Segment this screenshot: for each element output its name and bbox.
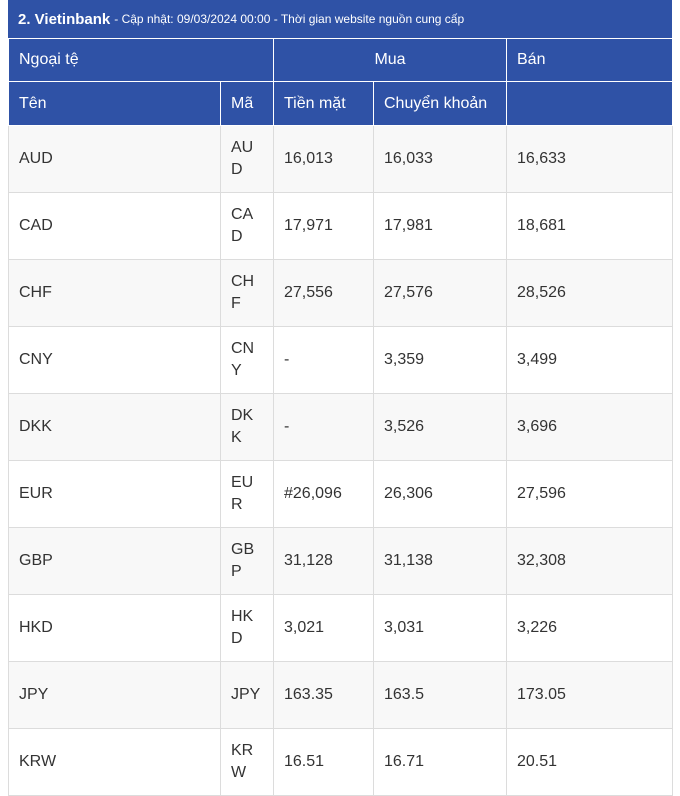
rate-cell: CHF xyxy=(8,259,221,327)
column-header: Chuyển khoản xyxy=(373,81,507,126)
rate-cell: 16,013 xyxy=(273,125,374,193)
rate-cell: 3,696 xyxy=(506,393,673,461)
rates-table: Ngoại tệ Mua Bán Tên Mã Tiền mặt Chuyển kho… xyxy=(8,38,673,796)
rate-cell: EUR xyxy=(220,460,274,528)
rate-cell: HKD xyxy=(8,594,221,662)
rate-cell: 31,138 xyxy=(373,527,507,595)
rate-cell: DKK xyxy=(8,393,221,461)
bank-title: 2. Vietinbank xyxy=(18,10,111,28)
rate-cell: 31,128 xyxy=(273,527,374,595)
rate-cell: 173.05 xyxy=(506,661,673,729)
rate-cell: DKK xyxy=(220,393,274,461)
column-header: Tiền mặt xyxy=(273,81,374,126)
rate-cell: - xyxy=(273,393,374,461)
rate-cell: #26,096 xyxy=(273,460,374,528)
column-header xyxy=(506,81,673,126)
rate-row: GBP GBP 31,128 31,138 32,308 xyxy=(8,527,673,595)
rate-cell: 3,226 xyxy=(506,594,673,662)
rate-cell: AUD xyxy=(8,125,221,193)
rate-cell: 28,526 xyxy=(506,259,673,327)
title-bar: 2. Vietinbank - Cập nhật: 09/03/2024 00:… xyxy=(8,0,672,38)
rate-row: CNY CNY -3,359 3,499 xyxy=(8,326,673,394)
rate-cell: 16.71 xyxy=(373,728,507,796)
rate-cell: 27,596 xyxy=(506,460,673,528)
rate-cell: 17,971 xyxy=(273,192,374,260)
rate-cell: 16,033 xyxy=(373,125,507,193)
rate-row: JPY JPY 163.35 163.5 173.05 xyxy=(8,661,673,729)
rate-cell: HKD xyxy=(220,594,274,662)
rate-cell: 3,526 xyxy=(373,393,507,461)
rates-panel: 2. Vietinbank - Cập nhật: 09/03/2024 00:… xyxy=(8,0,673,796)
rate-row: HKD HKD 3,021 3,031 3,226 xyxy=(8,594,673,662)
rate-cell: CAD xyxy=(220,192,274,260)
rate-cell: 27,556 xyxy=(273,259,374,327)
rate-cell: 163.5 xyxy=(373,661,507,729)
rate-cell: GBP xyxy=(220,527,274,595)
rate-cell: 163.35 xyxy=(273,661,374,729)
rate-cell: 27,576 xyxy=(373,259,507,327)
column-header: Mã xyxy=(220,81,274,126)
update-info: - Cập nhật: 09/03/2024 00:00 - Thời gian… xyxy=(114,12,465,26)
rate-cell: JPY xyxy=(8,661,221,729)
rate-row: CHF CHF 27,556 27,576 28,526 xyxy=(8,259,673,327)
column-header: Tên xyxy=(8,81,221,126)
column-header-row: Tên Mã Tiền mặt Chuyển khoản xyxy=(8,81,673,126)
rate-cell: 3,499 xyxy=(506,326,673,394)
rate-cell: JPY xyxy=(220,661,274,729)
rate-cell: CAD xyxy=(8,192,221,260)
rate-cell: 32,308 xyxy=(506,527,673,595)
table-body: AUD AUD 16,013 16,033 16,633 CAD CAD 17,971 17,9… xyxy=(8,125,673,796)
rate-cell: EUR xyxy=(8,460,221,528)
rate-cell: 26,306 xyxy=(373,460,507,528)
header-cell: Bán xyxy=(506,38,673,82)
header-cell: Mua xyxy=(273,38,507,82)
rate-cell: 3,031 xyxy=(373,594,507,662)
rate-cell: 16,633 xyxy=(506,125,673,193)
rate-row: DKK DKK -3,526 3,696 xyxy=(8,393,673,461)
rate-cell: AUD xyxy=(220,125,274,193)
header-cell: Ngoại tệ xyxy=(8,38,274,82)
rate-row: AUD AUD 16,013 16,033 16,633 xyxy=(8,125,673,193)
rate-row: EUR EUR #26,096 26,306 27,596 xyxy=(8,460,673,528)
rate-cell: KRW xyxy=(8,728,221,796)
rate-cell: 16.51 xyxy=(273,728,374,796)
rate-cell: GBP xyxy=(8,527,221,595)
rate-cell: CNY xyxy=(8,326,221,394)
rate-row: CAD CAD 17,971 17,981 18,681 xyxy=(8,192,673,260)
rate-cell: 3,021 xyxy=(273,594,374,662)
rate-cell: 3,359 xyxy=(373,326,507,394)
rate-cell: 17,981 xyxy=(373,192,507,260)
group-header-row: Ngoại tệ Mua Bán xyxy=(8,38,673,82)
rate-cell: 18,681 xyxy=(506,192,673,260)
rate-cell: - xyxy=(273,326,374,394)
rate-cell: KRW xyxy=(220,728,274,796)
rate-cell: CHF xyxy=(220,259,274,327)
rate-row: KRW KRW 16.51 16.71 20.51 xyxy=(8,728,673,796)
rate-cell: 20.51 xyxy=(506,728,673,796)
rate-cell: CNY xyxy=(220,326,274,394)
